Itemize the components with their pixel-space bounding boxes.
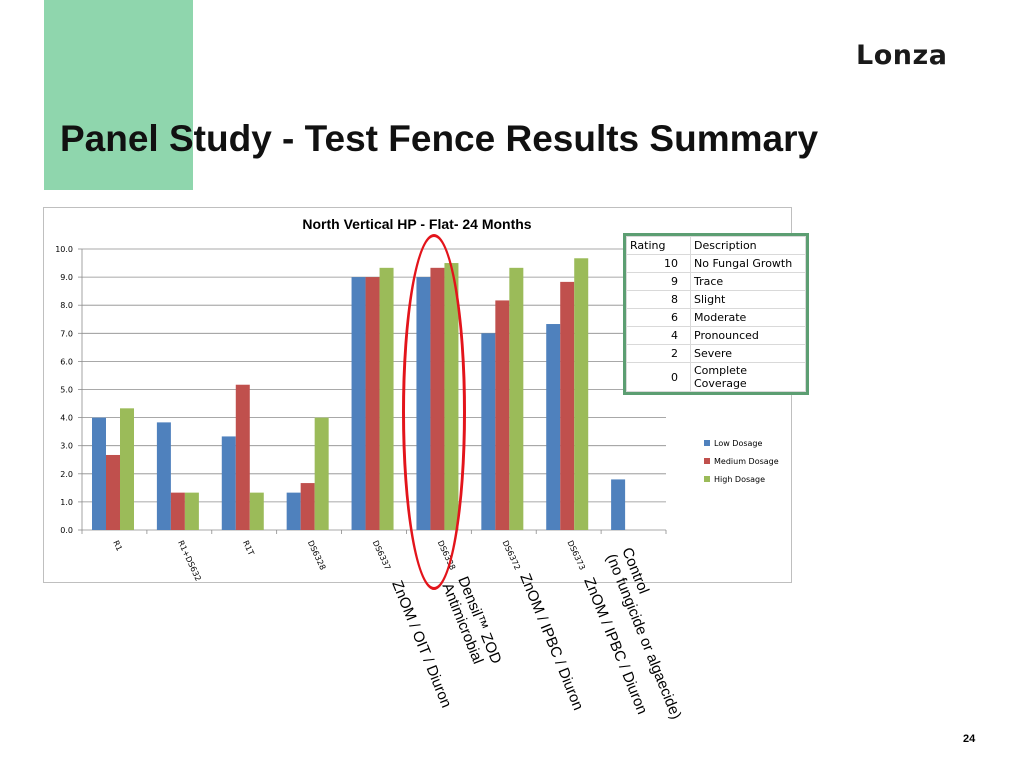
rating-value: 0 <box>626 362 691 392</box>
bar <box>184 492 199 530</box>
category-annotation: ZnOM / IPBC / Diuron <box>516 571 586 713</box>
rating-description: Pronounced <box>690 326 806 345</box>
rating-description: No Fungal Growth <box>690 254 806 273</box>
x-tick-label: DS6337 <box>371 539 393 571</box>
table-row: 9 Trace <box>626 272 806 291</box>
slide-title: Panel Study - Test Fence Results Summary <box>60 118 819 159</box>
legend-item: Low Dosage <box>704 434 779 452</box>
bar <box>170 492 185 530</box>
rating-table-header: Description <box>690 236 806 255</box>
rating-value: 10 <box>626 254 691 273</box>
bar <box>509 267 524 530</box>
rating-description: Complete Coverage <box>690 362 806 392</box>
legend-label: Medium Dosage <box>714 456 779 466</box>
bar <box>546 324 561 530</box>
bar <box>611 479 626 530</box>
y-tick-label: 7.0 <box>60 329 73 338</box>
rating-value: 6 <box>626 308 691 327</box>
y-tick-label: 1.0 <box>60 498 73 507</box>
bar <box>92 417 106 530</box>
table-row: 4 Pronounced <box>626 326 806 345</box>
bar <box>286 492 301 530</box>
y-tick-label: 3.0 <box>60 442 73 451</box>
rating-value: 4 <box>626 326 691 345</box>
bar <box>300 483 315 530</box>
y-tick-label: 10.0 <box>55 245 73 254</box>
bar <box>481 333 496 530</box>
legend-swatch <box>704 476 710 482</box>
table-row: 10 No Fungal Growth <box>626 254 806 273</box>
bar <box>574 258 589 530</box>
y-tick-label: 6.0 <box>60 357 73 366</box>
bar <box>495 300 510 530</box>
chart-legend: Low Dosage Medium Dosage High Dosage <box>704 434 779 488</box>
rating-description: Trace <box>690 272 806 291</box>
bar <box>379 267 394 530</box>
rating-value: 8 <box>626 290 691 309</box>
y-tick-label: 8.0 <box>60 301 73 310</box>
bar <box>156 422 171 530</box>
legend-swatch <box>704 458 710 464</box>
bar <box>560 281 575 530</box>
rating-value: 2 <box>626 344 691 363</box>
table-row: 8 Slight <box>626 290 806 309</box>
lonza-logo: Lonza <box>856 40 948 71</box>
y-tick-label: 5.0 <box>60 386 73 395</box>
x-tick-label: R1T <box>241 539 256 557</box>
rating-description: Severe <box>690 344 806 363</box>
bar <box>106 454 120 530</box>
x-tick-label: R1+DS632 <box>176 539 203 583</box>
category-annotation-line: ZnOM / IPBC / Diuron <box>516 571 586 713</box>
table-row: 6 Moderate <box>626 308 806 327</box>
legend-swatch <box>704 440 710 446</box>
y-tick-label: 2.0 <box>60 470 73 479</box>
accent-block <box>44 0 193 190</box>
page-number: 24 <box>963 733 976 745</box>
legend-label: Low Dosage <box>714 438 763 448</box>
table-row: 2 Severe <box>626 344 806 363</box>
bar <box>235 384 250 530</box>
y-tick-label: 4.0 <box>60 414 73 423</box>
y-tick-label: 0.0 <box>60 526 73 535</box>
bar <box>221 436 236 530</box>
rating-description: Slight <box>690 290 806 309</box>
rating-description: Moderate <box>690 308 806 327</box>
x-tick-label: R1 <box>111 539 124 552</box>
bar <box>314 417 329 530</box>
legend-label: High Dosage <box>714 474 766 484</box>
x-tick-label: DS6373 <box>565 539 587 571</box>
highlight-circle <box>402 234 466 590</box>
category-annotation: Densil™ ZODAntimicrobial <box>439 574 505 673</box>
table-row: 0 Complete Coverage <box>626 362 806 392</box>
bar <box>365 277 380 530</box>
x-tick-label: DS6372 <box>501 539 523 571</box>
chart-title: North Vertical HP - Flat- 24 Months <box>302 216 532 232</box>
x-tick-label: DS6328 <box>306 539 328 571</box>
bar <box>351 277 366 530</box>
bar <box>120 408 134 530</box>
rating-table-header: Rating <box>626 236 691 255</box>
legend-item: High Dosage <box>704 470 779 488</box>
bar <box>249 492 264 530</box>
rating-value: 9 <box>626 272 691 291</box>
legend-item: Medium Dosage <box>704 452 779 470</box>
rating-table: Rating Description 10 No Fungal Growth 9 Trac… <box>623 233 809 395</box>
y-tick-label: 9.0 <box>60 273 73 282</box>
